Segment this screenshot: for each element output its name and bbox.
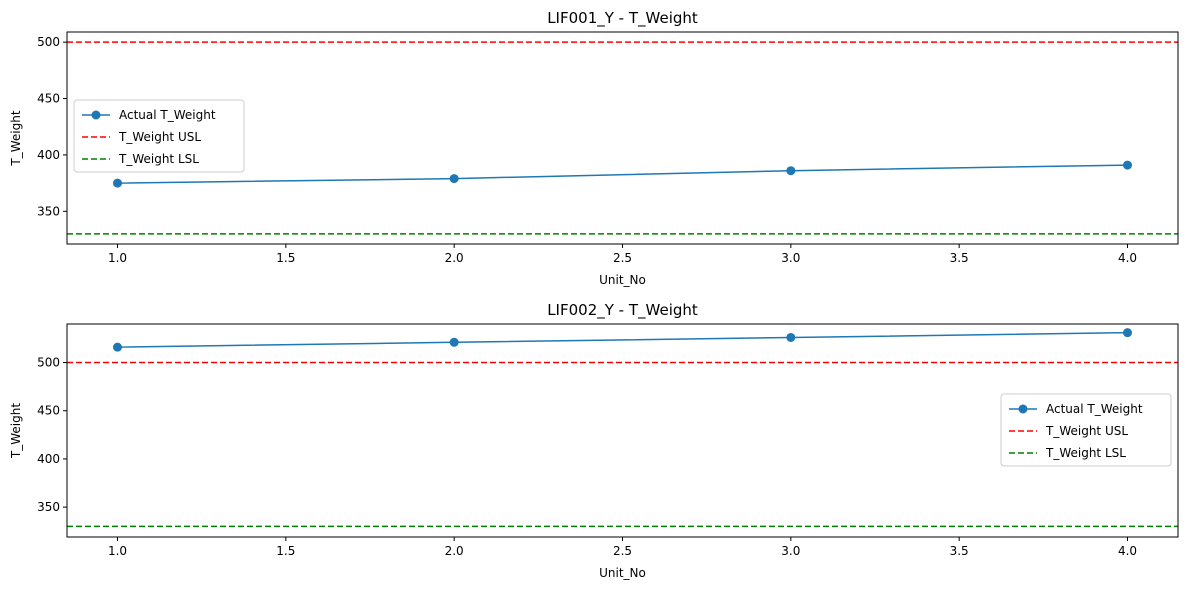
data-point <box>786 166 796 176</box>
x-tick-label: 4.0 <box>1118 544 1137 558</box>
x-axis-label: Unit_No <box>599 273 646 287</box>
legend: Actual T_Weight T_Weight USL T_Weight LSL <box>1000 393 1172 467</box>
legend-label: T_Weight LSL <box>1045 446 1126 460</box>
data-point <box>113 342 122 352</box>
legend: Actual T_Weight T_Weight USL T_Weight LSL <box>73 99 245 173</box>
x-tick-label: 3.5 <box>950 544 969 558</box>
x-tick-label: 2.5 <box>613 544 632 558</box>
legend-label: Actual T_Weight <box>1046 402 1143 416</box>
x-axis-label: Unit_No <box>599 566 646 580</box>
legend-marker <box>1018 404 1028 414</box>
legend-label: T_Weight LSL <box>118 152 199 166</box>
y-tick-label: 450 <box>37 404 60 418</box>
y-tick-label: 400 <box>37 452 60 466</box>
x-tick-label: 3.5 <box>950 251 969 265</box>
data-point <box>449 337 459 347</box>
chart-2: LIF002_Y - T_Weight 1.0 1.5 2.0 2.5 3.0 3.5 4.0… <box>9 301 1179 580</box>
chart-title: LIF001_Y - T_Weight <box>547 9 698 28</box>
y-tick-label: 350 <box>37 500 60 514</box>
x-tick-label: 4.0 <box>1118 251 1137 265</box>
x-tick-label: 2.5 <box>613 251 632 265</box>
x-tick-label: 3.0 <box>781 251 800 265</box>
legend-label: T_Weight USL <box>1045 424 1128 438</box>
x-tick-label: 1.5 <box>276 251 295 265</box>
series-line-actual <box>117 331 1128 348</box>
x-tick-label: 1.0 <box>108 251 127 265</box>
data-point <box>1123 328 1132 338</box>
x-tick-label: 2.0 <box>445 544 464 558</box>
legend-box <box>1000 393 1172 467</box>
y-tick-label: 500 <box>37 356 60 370</box>
y-axis-label: T_Weight <box>9 110 23 166</box>
x-tick-label: 2.0 <box>445 251 464 265</box>
legend-label: Actual T_Weight <box>119 108 216 122</box>
legend-label: T_Weight USL <box>118 130 201 144</box>
data-point <box>1123 160 1132 170</box>
y-tick-label: 350 <box>37 204 60 218</box>
x-tick-label: 1.0 <box>108 544 127 558</box>
legend-marker <box>91 110 101 120</box>
y-tick-label: 400 <box>37 148 60 162</box>
series-line-actual <box>117 164 1128 184</box>
data-point <box>449 174 459 184</box>
data-point <box>786 332 796 342</box>
y-axis-label: T_Weight <box>9 403 23 459</box>
x-tick-label: 3.0 <box>781 544 800 558</box>
data-point <box>113 178 122 188</box>
y-tick-label: 450 <box>37 92 60 106</box>
legend-box <box>73 99 245 173</box>
chart-title: LIF002_Y - T_Weight <box>547 301 698 320</box>
y-tick-label: 500 <box>37 35 60 49</box>
chart-1: LIF001_Y - T_Weight 1.0 1.5 2.0 2.5 3.0 3.5 4.0… <box>9 9 1179 287</box>
x-tick-label: 1.5 <box>276 544 295 558</box>
